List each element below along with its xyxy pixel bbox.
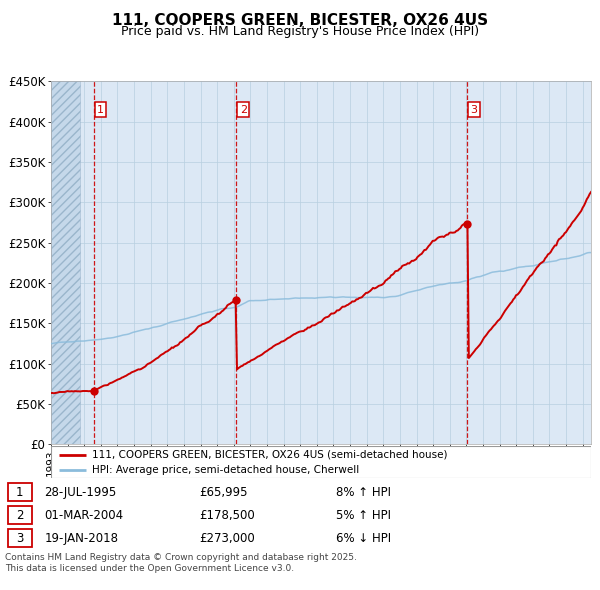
Text: 3: 3 — [470, 104, 478, 114]
FancyBboxPatch shape — [8, 529, 32, 548]
Text: 111, COOPERS GREEN, BICESTER, OX26 4US: 111, COOPERS GREEN, BICESTER, OX26 4US — [112, 13, 488, 28]
Text: 19-JAN-2018: 19-JAN-2018 — [44, 532, 119, 545]
Text: 01-MAR-2004: 01-MAR-2004 — [44, 509, 124, 522]
Text: £273,000: £273,000 — [199, 532, 255, 545]
FancyBboxPatch shape — [8, 506, 32, 525]
FancyBboxPatch shape — [8, 483, 32, 501]
Text: 3: 3 — [16, 532, 23, 545]
Text: £65,995: £65,995 — [199, 486, 248, 499]
FancyBboxPatch shape — [51, 446, 591, 478]
Text: 1: 1 — [16, 486, 23, 499]
Text: HPI: Average price, semi-detached house, Cherwell: HPI: Average price, semi-detached house,… — [91, 465, 359, 475]
Text: 2: 2 — [240, 104, 247, 114]
Text: 5% ↑ HPI: 5% ↑ HPI — [335, 509, 391, 522]
Text: £178,500: £178,500 — [199, 509, 255, 522]
Text: Contains HM Land Registry data © Crown copyright and database right 2025.
This d: Contains HM Land Registry data © Crown c… — [5, 553, 356, 573]
Text: Price paid vs. HM Land Registry's House Price Index (HPI): Price paid vs. HM Land Registry's House … — [121, 25, 479, 38]
Text: 8% ↑ HPI: 8% ↑ HPI — [335, 486, 391, 499]
Text: 6% ↓ HPI: 6% ↓ HPI — [335, 532, 391, 545]
Text: 2: 2 — [16, 509, 23, 522]
Text: 28-JUL-1995: 28-JUL-1995 — [44, 486, 117, 499]
Text: 1: 1 — [97, 104, 104, 114]
Text: 111, COOPERS GREEN, BICESTER, OX26 4US (semi-detached house): 111, COOPERS GREEN, BICESTER, OX26 4US (… — [91, 450, 447, 460]
